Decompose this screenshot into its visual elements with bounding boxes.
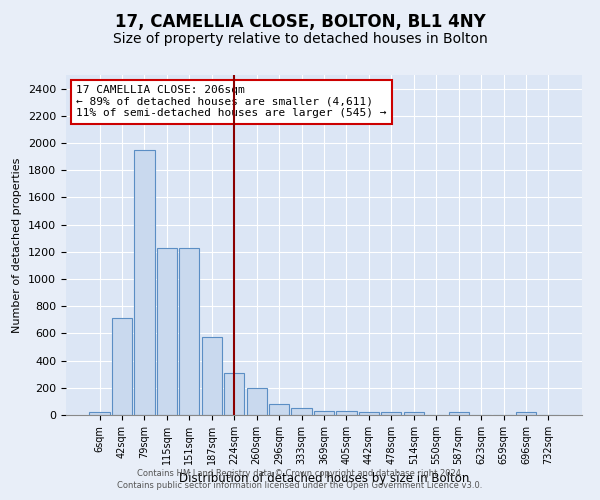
X-axis label: Distribution of detached houses by size in Bolton: Distribution of detached houses by size … xyxy=(179,472,469,486)
Bar xyxy=(224,373,244,415)
Bar xyxy=(404,412,424,415)
Bar xyxy=(449,412,469,415)
Bar xyxy=(269,404,289,415)
Bar xyxy=(89,412,110,415)
Bar xyxy=(179,248,199,415)
Text: Size of property relative to detached houses in Bolton: Size of property relative to detached ho… xyxy=(113,32,487,46)
Y-axis label: Number of detached properties: Number of detached properties xyxy=(13,158,22,332)
Bar xyxy=(381,412,401,415)
Bar xyxy=(314,411,334,415)
Bar xyxy=(134,150,155,415)
Bar xyxy=(202,337,222,415)
Bar xyxy=(359,412,379,415)
Bar xyxy=(292,408,311,415)
Bar xyxy=(112,318,132,415)
Bar xyxy=(337,411,356,415)
Text: Contains public sector information licensed under the Open Government Licence v3: Contains public sector information licen… xyxy=(118,481,482,490)
Bar xyxy=(157,248,177,415)
Bar xyxy=(516,412,536,415)
Text: 17 CAMELLIA CLOSE: 206sqm
← 89% of detached houses are smaller (4,611)
11% of se: 17 CAMELLIA CLOSE: 206sqm ← 89% of detac… xyxy=(76,85,387,118)
Bar xyxy=(247,388,267,415)
Text: Contains HM Land Registry data © Crown copyright and database right 2024.: Contains HM Land Registry data © Crown c… xyxy=(137,468,463,477)
Text: 17, CAMELLIA CLOSE, BOLTON, BL1 4NY: 17, CAMELLIA CLOSE, BOLTON, BL1 4NY xyxy=(115,12,485,30)
